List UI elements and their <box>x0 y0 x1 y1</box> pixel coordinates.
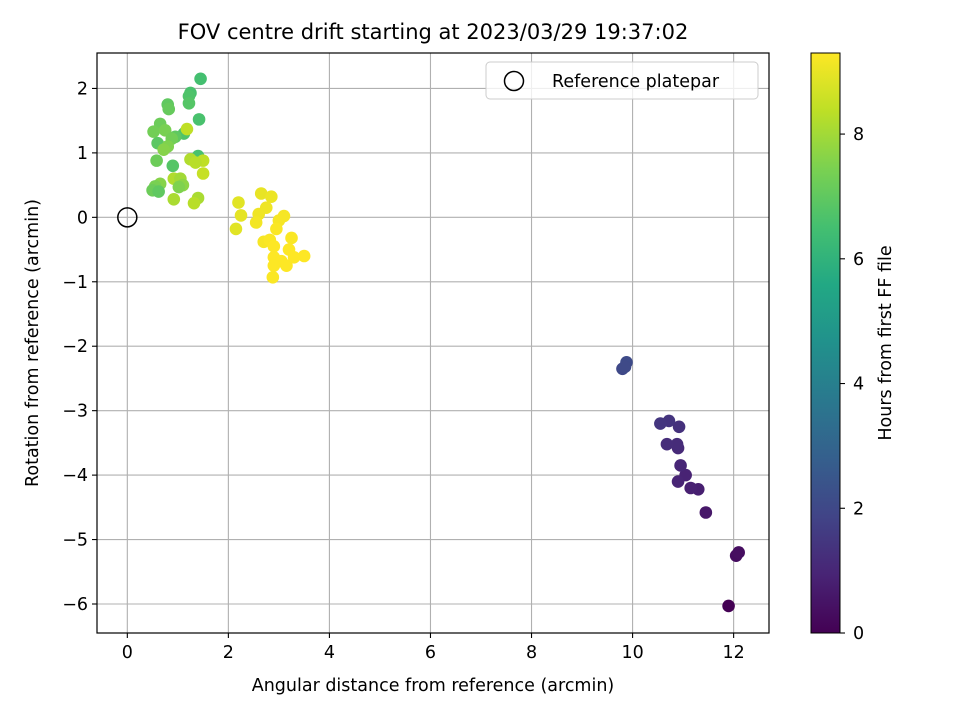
colorbar-tick-label: 8 <box>853 125 864 145</box>
y-tick-label: −2 <box>62 337 88 357</box>
y-axis-title: Rotation from reference (arcmin) <box>23 199 43 487</box>
data-point <box>297 249 311 263</box>
data-point <box>229 222 243 236</box>
legend-label: Reference platepar <box>552 72 720 92</box>
data-point <box>196 167 210 180</box>
y-tick-label: −3 <box>62 402 88 422</box>
y-tick-label: 1 <box>77 144 88 164</box>
data-point <box>722 599 735 613</box>
data-point <box>187 196 201 210</box>
colorbar-tick-label: 2 <box>853 499 864 519</box>
data-point <box>167 192 181 206</box>
plot-area <box>97 53 769 633</box>
y-tick-label: −5 <box>62 531 88 551</box>
legend-marker <box>503 70 525 92</box>
data-point <box>249 216 263 229</box>
data-point <box>287 250 301 264</box>
data-point <box>189 156 202 169</box>
data-point <box>267 240 281 253</box>
colorbar-ticks: 0 2 4 6 8 <box>840 125 864 644</box>
data-point <box>150 154 163 167</box>
data-points <box>146 72 745 613</box>
data-point <box>670 437 684 451</box>
data-point <box>265 190 278 204</box>
legend-box <box>485 61 759 100</box>
x-tick-label: 10 <box>621 643 643 663</box>
colorbar-tick-label: 6 <box>853 250 864 270</box>
y-axis-ticks: 2 1 0 −1 −2 −3 −4 −5 −6 <box>62 79 97 615</box>
data-point <box>285 231 298 245</box>
data-point <box>280 259 293 272</box>
data-point <box>674 459 687 472</box>
grid-lines <box>97 53 769 633</box>
data-point <box>660 437 674 451</box>
data-point <box>194 72 207 86</box>
colorbar-tick-label: 4 <box>853 375 864 395</box>
data-point <box>732 546 745 559</box>
x-tick-label: 2 <box>223 643 234 663</box>
x-tick-label: 12 <box>722 643 744 663</box>
data-point <box>684 481 697 495</box>
plot-frame <box>96 52 770 634</box>
colorbar-gradient <box>810 52 841 634</box>
data-point <box>618 360 632 374</box>
data-point <box>654 417 667 430</box>
data-point <box>180 122 194 136</box>
data-point <box>232 196 245 209</box>
data-point <box>266 270 280 284</box>
data-point <box>699 506 713 519</box>
data-point <box>671 475 685 488</box>
x-axis-ticks: 0 2 4 6 8 10 12 <box>122 633 745 663</box>
colorbar-title: Hours from first FF file <box>876 245 896 440</box>
legend: Reference platepar <box>485 61 759 100</box>
data-point <box>152 185 165 198</box>
data-point <box>166 159 180 173</box>
data-point <box>157 143 170 156</box>
data-point <box>234 209 248 222</box>
x-axis-title: Angular distance from reference (arcmin) <box>252 676 615 696</box>
data-point <box>147 125 160 138</box>
data-point <box>172 180 186 194</box>
colorbar-tick-label: 0 <box>853 624 864 644</box>
y-tick-label: −4 <box>62 466 88 486</box>
x-tick-label: 6 <box>425 643 436 663</box>
y-tick-label: 2 <box>77 79 88 99</box>
data-point <box>162 102 176 116</box>
data-point <box>270 222 283 236</box>
y-tick-label: −1 <box>62 273 88 293</box>
data-point <box>672 420 686 434</box>
reference-platepar-marker <box>117 207 138 228</box>
colorbar: 0 2 4 6 8 Hours from first FF file <box>810 52 896 644</box>
data-point <box>182 96 196 110</box>
data-point <box>192 113 206 126</box>
x-tick-label: 8 <box>526 643 537 663</box>
x-tick-label: 4 <box>324 643 335 663</box>
y-tick-label: 0 <box>77 208 88 228</box>
chart-title: FOV centre drift starting at 2023/03/29 … <box>178 20 689 44</box>
data-point <box>254 187 268 200</box>
data-point <box>267 259 281 272</box>
x-tick-label: 0 <box>122 643 133 663</box>
y-tick-label: −6 <box>62 595 88 615</box>
